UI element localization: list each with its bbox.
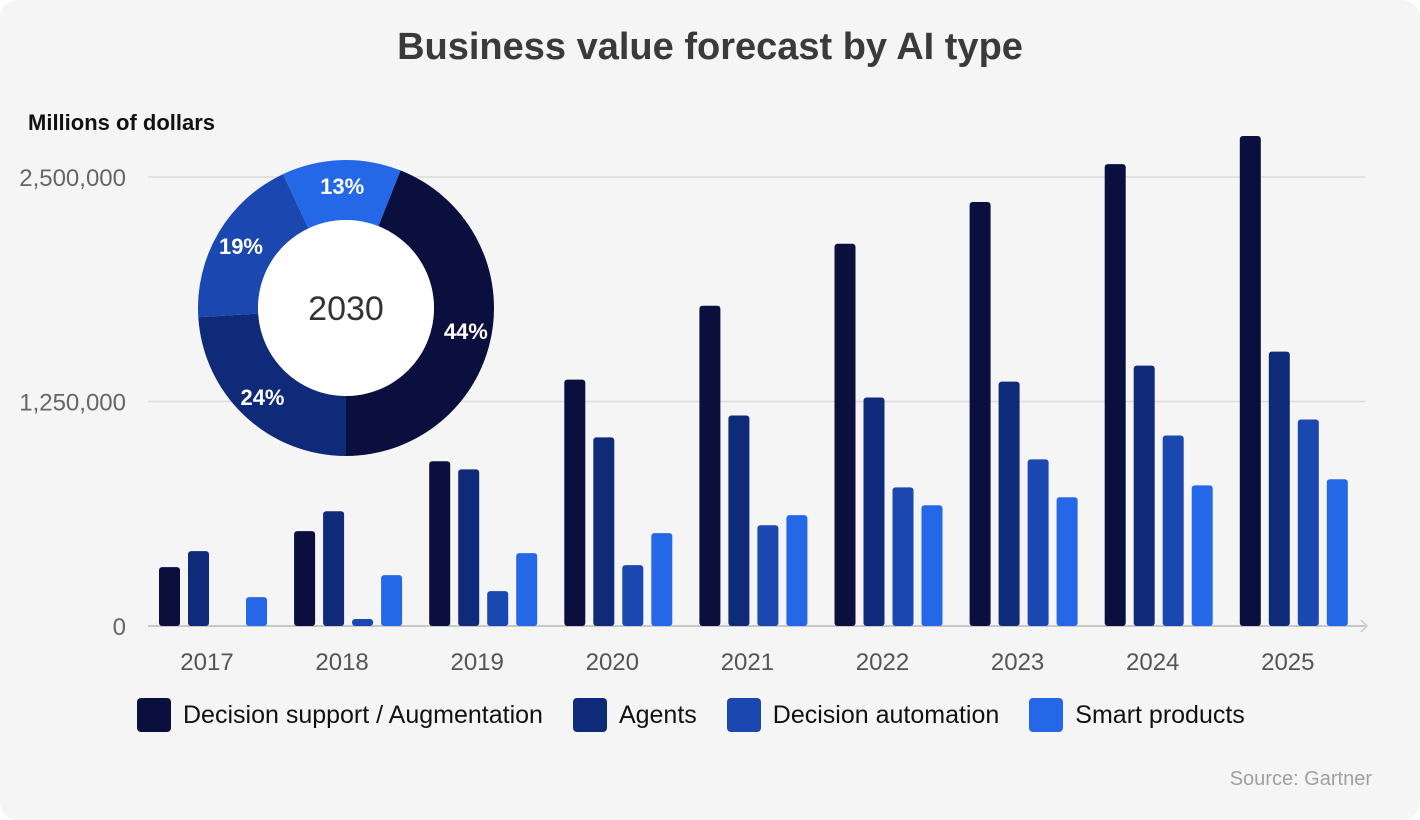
x-tick-label: 2020 bbox=[586, 649, 639, 676]
x-tick-label: 2023 bbox=[991, 649, 1044, 676]
bar bbox=[1162, 435, 1184, 626]
bar bbox=[757, 525, 779, 626]
bar bbox=[516, 553, 538, 626]
bar bbox=[622, 565, 644, 626]
axis-arrow-icon bbox=[1360, 619, 1369, 633]
x-tick-label: 2022 bbox=[856, 649, 909, 676]
pie-center-label: 2030 bbox=[308, 290, 384, 328]
bar bbox=[564, 379, 586, 626]
chart-title: Business value forecast by AI type bbox=[397, 26, 1023, 68]
pie-slice bbox=[346, 170, 495, 457]
bar bbox=[593, 437, 615, 626]
legend-swatch bbox=[726, 698, 761, 732]
legend: Decision support / Augmentation Agents Dec… bbox=[137, 698, 1245, 732]
y-tick-label: 0 bbox=[113, 614, 126, 641]
legend-swatch bbox=[1029, 698, 1064, 732]
bar bbox=[458, 469, 480, 626]
y-axis-label: Millions of dollars bbox=[28, 110, 216, 135]
bar bbox=[1268, 351, 1290, 626]
pie-label: 19% bbox=[219, 234, 263, 259]
pie-hole bbox=[258, 220, 434, 396]
bar bbox=[1191, 485, 1213, 626]
legend-item: Agents bbox=[572, 698, 697, 732]
y-tick-label: 2,500,000 bbox=[19, 165, 126, 192]
bar bbox=[429, 461, 451, 626]
bar bbox=[246, 597, 267, 626]
pie-slice bbox=[282, 160, 401, 229]
bar bbox=[1239, 136, 1261, 626]
legend-label: Smart products bbox=[1075, 700, 1245, 729]
bar bbox=[728, 415, 750, 626]
legend-item: Smart products bbox=[1029, 698, 1245, 732]
legend-label: Decision support / Augmentation bbox=[183, 700, 543, 729]
bar bbox=[863, 397, 885, 626]
bar bbox=[352, 618, 374, 626]
legend-swatch bbox=[137, 698, 171, 732]
legend-label: Agents bbox=[618, 700, 697, 729]
bar bbox=[188, 551, 209, 626]
pie-label: 44% bbox=[444, 319, 488, 344]
bar bbox=[921, 505, 943, 626]
bar bbox=[969, 201, 991, 626]
bar bbox=[834, 243, 856, 626]
legend-item: Decision automation bbox=[726, 698, 1000, 732]
bar bbox=[294, 531, 316, 626]
legend-swatch bbox=[572, 698, 607, 732]
bar bbox=[159, 567, 180, 626]
pie-label: 24% bbox=[240, 385, 284, 410]
bar bbox=[699, 305, 721, 626]
bar bbox=[323, 511, 345, 626]
source-note: Source: Gartner bbox=[1229, 768, 1372, 790]
x-tick-label: 2024 bbox=[1126, 649, 1179, 676]
bar bbox=[487, 591, 509, 626]
x-tick-label: 2021 bbox=[721, 649, 774, 676]
bar bbox=[892, 487, 914, 626]
pie-slice bbox=[198, 313, 346, 456]
x-tick-label: 2017 bbox=[180, 649, 233, 676]
bar bbox=[651, 533, 673, 626]
bar bbox=[786, 515, 808, 626]
legend-item: Decision support / Augmentation bbox=[137, 698, 543, 732]
bar bbox=[1133, 365, 1155, 626]
bar bbox=[1297, 419, 1319, 626]
pie-slice bbox=[198, 174, 309, 318]
x-tick-label: 2018 bbox=[315, 649, 368, 676]
bar bbox=[1326, 479, 1348, 626]
x-tick-label: 2019 bbox=[451, 649, 504, 676]
x-tick-label: 2025 bbox=[1261, 649, 1314, 676]
pie-label: 13% bbox=[320, 174, 364, 199]
bar bbox=[998, 381, 1020, 626]
bar bbox=[1056, 497, 1078, 626]
bar bbox=[1027, 459, 1049, 626]
y-tick-label: 1,250,000 bbox=[19, 390, 126, 417]
legend-label: Decision automation bbox=[772, 700, 1000, 729]
bar bbox=[1104, 164, 1126, 627]
bar bbox=[381, 575, 403, 626]
